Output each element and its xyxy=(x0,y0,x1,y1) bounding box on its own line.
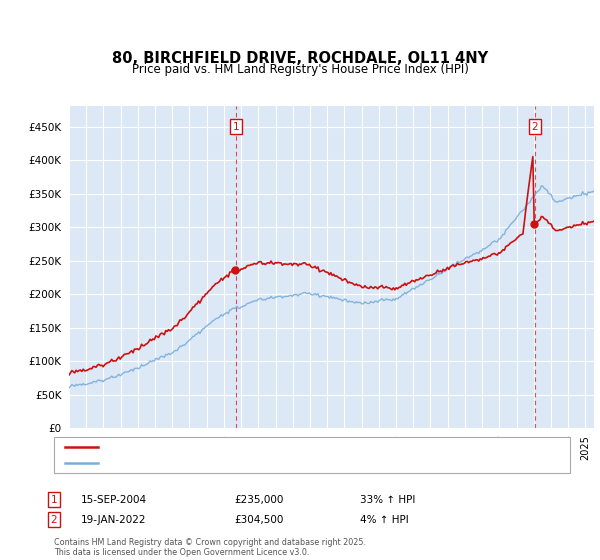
Text: 1: 1 xyxy=(50,494,58,505)
Text: 2: 2 xyxy=(50,515,58,525)
Text: 33% ↑ HPI: 33% ↑ HPI xyxy=(360,494,415,505)
Text: Price paid vs. HM Land Registry's House Price Index (HPI): Price paid vs. HM Land Registry's House … xyxy=(131,63,469,76)
Text: HPI: Average price, detached house, Rochdale: HPI: Average price, detached house, Roch… xyxy=(104,458,334,468)
Text: £304,500: £304,500 xyxy=(234,515,283,525)
Text: Contains HM Land Registry data © Crown copyright and database right 2025.
This d: Contains HM Land Registry data © Crown c… xyxy=(54,538,366,557)
Text: £235,000: £235,000 xyxy=(234,494,283,505)
Text: 4% ↑ HPI: 4% ↑ HPI xyxy=(360,515,409,525)
Text: 80, BIRCHFIELD DRIVE, ROCHDALE, OL11 4NY: 80, BIRCHFIELD DRIVE, ROCHDALE, OL11 4NY xyxy=(112,50,488,66)
Text: 19-JAN-2022: 19-JAN-2022 xyxy=(81,515,146,525)
Text: 1: 1 xyxy=(233,122,239,132)
Text: 2: 2 xyxy=(532,122,538,132)
Text: 15-SEP-2004: 15-SEP-2004 xyxy=(81,494,147,505)
Text: 80, BIRCHFIELD DRIVE, ROCHDALE, OL11 4NY (detached house): 80, BIRCHFIELD DRIVE, ROCHDALE, OL11 4NY… xyxy=(104,442,422,452)
